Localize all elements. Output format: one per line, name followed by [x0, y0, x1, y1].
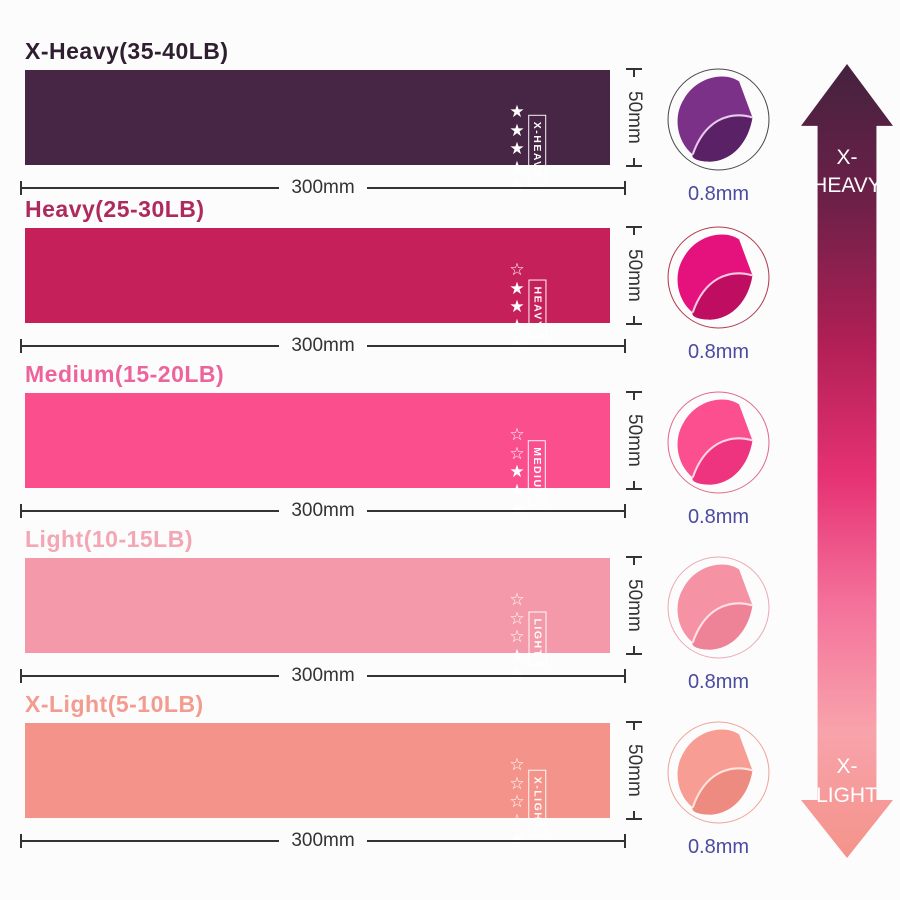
dimension-tick [626, 721, 642, 730]
height-value: 50mm [624, 414, 645, 467]
arrow-top-label: X- HEAVY [812, 146, 882, 198]
folded-band-icon [667, 226, 770, 329]
dimension-tick [20, 504, 22, 518]
dimension-tick [626, 226, 642, 235]
dimension-tick [624, 504, 627, 518]
dimension-line [366, 510, 625, 512]
height-value: 50mm [624, 744, 645, 797]
band-title: Heavy(25-30LB) [25, 196, 205, 222]
band-title: X-Light(5-10LB) [25, 691, 204, 717]
dimension-line [366, 840, 625, 842]
dimension-line [366, 345, 625, 347]
row-x-heavy: X-Heavy(35-40LB) ★★★★★ X-HEAVY 300mm 50m… [0, 38, 900, 208]
thickness-value: 0.8mm [687, 506, 750, 528]
width-dimension: 300mm [20, 177, 627, 198]
dimension-tick [20, 339, 22, 353]
dimension-tick [626, 810, 642, 820]
dimension-tick [626, 480, 642, 490]
band-rect: ☆☆☆☆★ X-LIGHT [25, 723, 610, 849]
width-value: 300mm [291, 500, 355, 521]
dimension-tick [626, 556, 642, 565]
band-title: Light(10-15LB) [25, 526, 193, 552]
thickness-value: 0.8mm [687, 341, 750, 363]
height-dimension: 50mm [619, 556, 649, 655]
height-dimension: 50mm [619, 391, 649, 490]
dimension-tick [626, 315, 642, 325]
star-rating: ☆★★★★ [509, 260, 525, 354]
band-title: X-Heavy(35-40LB) [25, 38, 229, 64]
row-medium: Medium(15-20LB) ☆☆★★★ MEDIUM 300mm 50mm … [0, 361, 900, 531]
thickness-value: 0.8mm [687, 836, 750, 858]
height-value: 50mm [624, 91, 645, 144]
dimension-tick [626, 391, 642, 400]
dimension-tick [20, 181, 22, 195]
width-dimension: 300mm [20, 830, 627, 851]
folded-band-icon [667, 556, 770, 659]
star-rating: ★★★★★ [509, 102, 525, 196]
dimension-tick [20, 669, 22, 683]
arrow-bottom-label: X- LIGHT [816, 755, 878, 807]
band-rect: ☆★★★★ HEAVY [25, 228, 610, 354]
width-value: 300mm [291, 335, 355, 356]
width-dimension: 300mm [20, 335, 627, 356]
star-rating: ☆☆☆★★ [509, 590, 525, 684]
thickness-photo-circle [667, 721, 770, 824]
dimension-line [22, 510, 280, 512]
height-value: 50mm [624, 249, 645, 302]
height-value: 50mm [624, 579, 645, 632]
width-dimension: 300mm [20, 665, 627, 686]
width-value: 300mm [291, 665, 355, 686]
dimension-tick [624, 834, 627, 848]
thickness-value: 0.8mm [687, 183, 750, 205]
thickness-photo-circle [667, 68, 770, 171]
thickness-photo-circle [667, 226, 770, 329]
band-title: Medium(15-20LB) [25, 361, 225, 387]
width-dimension: 300mm [20, 500, 627, 521]
dimension-tick [626, 645, 642, 655]
folded-band-icon [667, 721, 770, 824]
star-rating: ☆☆☆☆★ [509, 755, 525, 849]
dimension-tick [624, 339, 627, 353]
band-rect: ☆☆★★★ MEDIUM [25, 393, 610, 519]
star-rating: ☆☆★★★ [509, 425, 525, 519]
width-value: 300mm [291, 177, 355, 198]
dimension-line [22, 187, 280, 189]
width-value: 300mm [291, 830, 355, 851]
thickness-photo-circle [667, 391, 770, 494]
band-rect: ☆☆☆★★ LIGHT [25, 558, 610, 684]
dimension-tick [626, 157, 642, 167]
height-dimension: 50mm [619, 68, 649, 167]
band-rect: ★★★★★ X-HEAVY [25, 70, 610, 196]
height-dimension: 50mm [619, 721, 649, 820]
height-dimension: 50mm [619, 226, 649, 325]
dimension-tick [624, 669, 627, 683]
dimension-line [22, 840, 280, 842]
thickness-photo-circle [667, 556, 770, 659]
dimension-tick [626, 68, 642, 77]
dimension-line [22, 675, 280, 677]
dimension-line [366, 675, 625, 677]
dimension-tick [624, 181, 627, 195]
folded-band-icon [667, 68, 770, 171]
row-x-light: X-Light(5-10LB) ☆☆☆☆★ X-LIGHT 300mm 50mm… [0, 691, 900, 861]
folded-band-icon [667, 391, 770, 494]
dimension-tick [20, 834, 22, 848]
row-light: Light(10-15LB) ☆☆☆★★ LIGHT 300mm 50mm 0.… [0, 526, 900, 696]
dimension-line [22, 345, 280, 347]
thickness-value: 0.8mm [687, 671, 750, 693]
row-heavy: Heavy(25-30LB) ☆★★★★ HEAVY 300mm 50mm 0.… [0, 196, 900, 366]
dimension-line [366, 187, 625, 189]
